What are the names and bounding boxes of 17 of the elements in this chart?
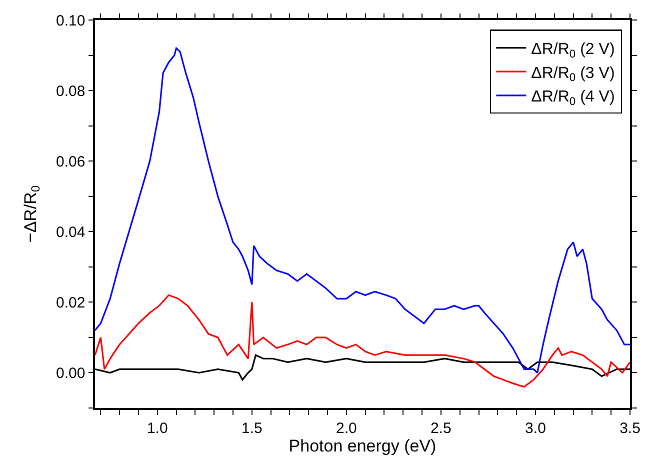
x-tick-label: 1.5 <box>241 420 262 437</box>
line-series <box>95 294 630 388</box>
x-tick-label: 2.5 <box>430 420 452 437</box>
y-tick-label: 0.00 <box>56 364 86 382</box>
y-tick-label: 0.04 <box>56 224 86 241</box>
legend-label: ΔR/R$_{0}$ (3 V) <box>531 64 615 84</box>
y-tick-label: 0.02 <box>56 294 86 312</box>
legend-label: ΔR/R$_{0}$ (4 V) <box>531 88 615 108</box>
x-tick-label: 1.0 <box>146 420 168 437</box>
x-tick-label: 3.5 <box>620 420 640 437</box>
x-axis-title: Photon energy (eV) <box>288 436 436 456</box>
x-tick-label: 3.0 <box>525 420 546 437</box>
legend-label: ΔR/R$_{0}$ (2 V) <box>531 41 615 60</box>
y-tick-label: 0.10 <box>56 12 86 30</box>
x-tick-label: 2.0 <box>336 420 357 437</box>
y-tick-label: 0.06 <box>56 153 86 170</box>
y-tick-label: 0.08 <box>56 82 86 100</box>
